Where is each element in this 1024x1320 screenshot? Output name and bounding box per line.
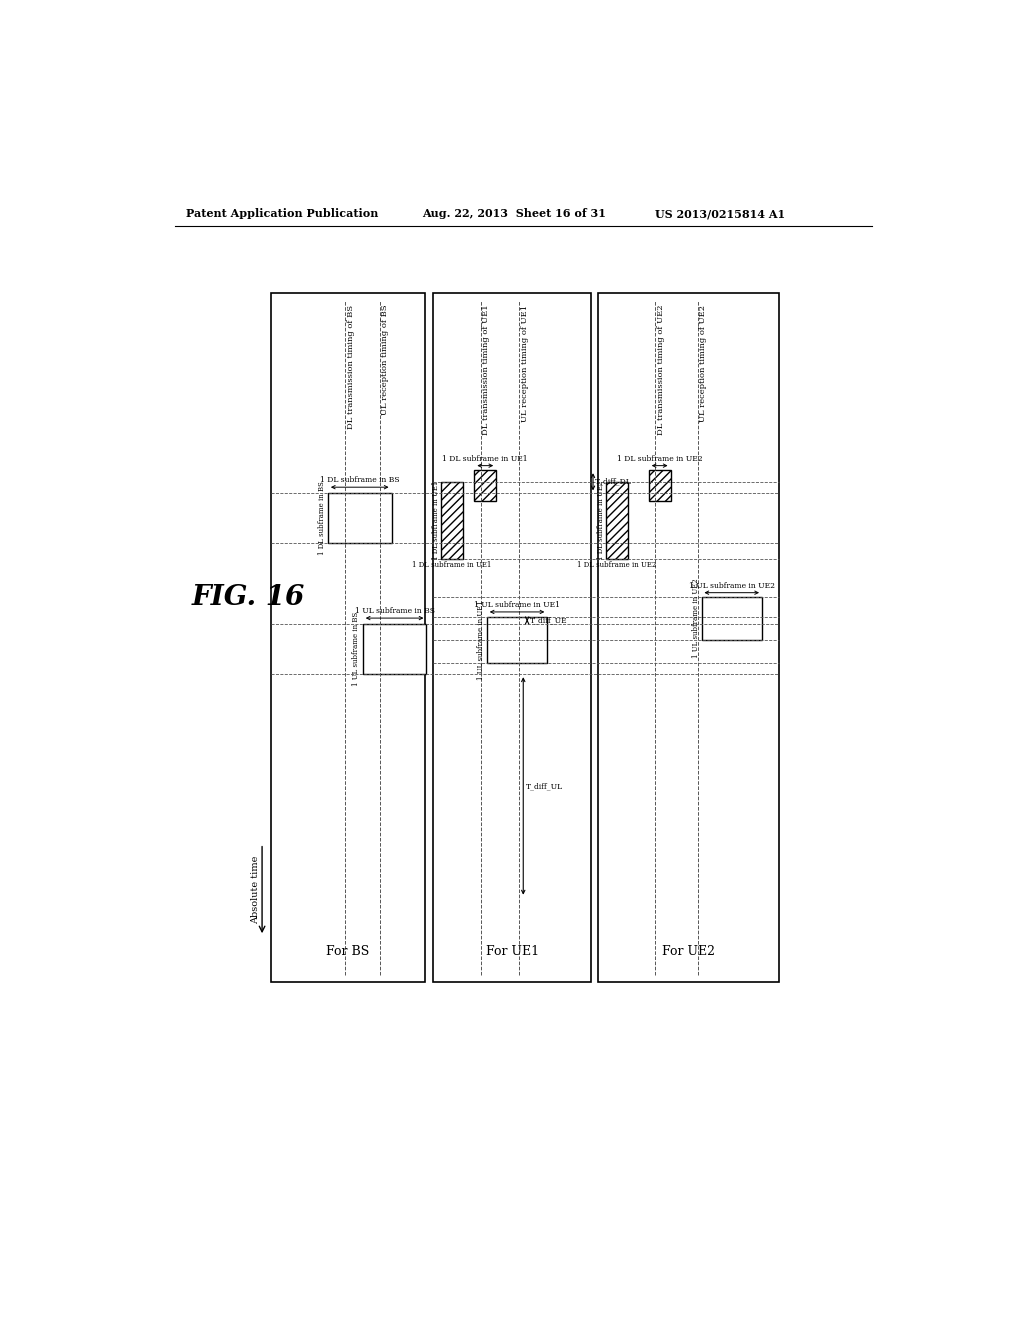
Bar	[606, 482, 628, 558]
Text: 1 DL subframe in BS: 1 DL subframe in BS	[319, 477, 399, 484]
Text: T_diff_UE: T_diff_UE	[529, 616, 567, 624]
Text: For UE2: For UE2	[663, 945, 715, 958]
Text: DL transmission timing of UE2: DL transmission timing of UE2	[656, 305, 665, 436]
Text: DL transmission timing of BS: DL transmission timing of BS	[346, 305, 354, 429]
Text: For UE1: For UE1	[485, 945, 539, 958]
Bar	[271, 293, 425, 982]
Text: 1 DL subframe in UE1: 1 DL subframe in UE1	[431, 480, 439, 560]
Text: 1 UL subframe in BS: 1 UL subframe in BS	[352, 612, 360, 686]
Text: 1 UL subframe in BS: 1 UL subframe in BS	[354, 607, 434, 615]
Text: FIG. 16: FIG. 16	[191, 583, 305, 611]
Bar	[701, 597, 762, 640]
Bar	[433, 293, 592, 982]
Text: 1 DL subframe in UE1: 1 DL subframe in UE1	[442, 454, 528, 462]
Text: Absolute time: Absolute time	[251, 855, 260, 924]
Text: DL transmission timing of UE1: DL transmission timing of UE1	[482, 305, 490, 436]
Text: 1 UL subframe in UE2: 1 UL subframe in UE2	[692, 578, 700, 659]
Text: 1 DL subframe in UE2: 1 DL subframe in UE2	[597, 480, 604, 560]
Bar	[649, 470, 671, 502]
Bar	[486, 616, 547, 663]
Bar	[474, 470, 496, 502]
Bar	[598, 293, 779, 982]
Text: For BS: For BS	[327, 945, 370, 958]
Text: 1 DL subframe in UE1: 1 DL subframe in UE1	[413, 561, 492, 569]
Text: 1 DL subframe in UE2: 1 DL subframe in UE2	[616, 454, 702, 462]
Text: T_diff_UL: T_diff_UL	[525, 781, 563, 789]
Text: 1 UL subframe in UE2: 1 UL subframe in UE2	[689, 582, 775, 590]
Text: 1 UL subframe in UE1: 1 UL subframe in UE1	[477, 599, 485, 680]
Bar	[441, 482, 463, 558]
Text: Aug. 22, 2013  Sheet 16 of 31: Aug. 22, 2013 Sheet 16 of 31	[423, 209, 606, 219]
Text: 1 DL subframe in UE2: 1 DL subframe in UE2	[578, 561, 656, 569]
Text: US 2013/0215814 A1: US 2013/0215814 A1	[655, 209, 785, 219]
Text: 1 DL subframe in BS: 1 DL subframe in BS	[317, 482, 326, 556]
Text: 1 UL subframe in UE1: 1 UL subframe in UE1	[474, 601, 560, 609]
Bar	[362, 624, 426, 675]
Text: T_diff_DL: T_diff_DL	[595, 478, 632, 486]
Bar	[328, 494, 391, 544]
Text: UL reception timing of UE1: UL reception timing of UE1	[521, 305, 529, 422]
Text: UL reception timing of BS: UL reception timing of BS	[381, 305, 389, 416]
Text: Patent Application Publication: Patent Application Publication	[186, 209, 379, 219]
Text: UL reception timing of UE2: UL reception timing of UE2	[699, 305, 708, 421]
